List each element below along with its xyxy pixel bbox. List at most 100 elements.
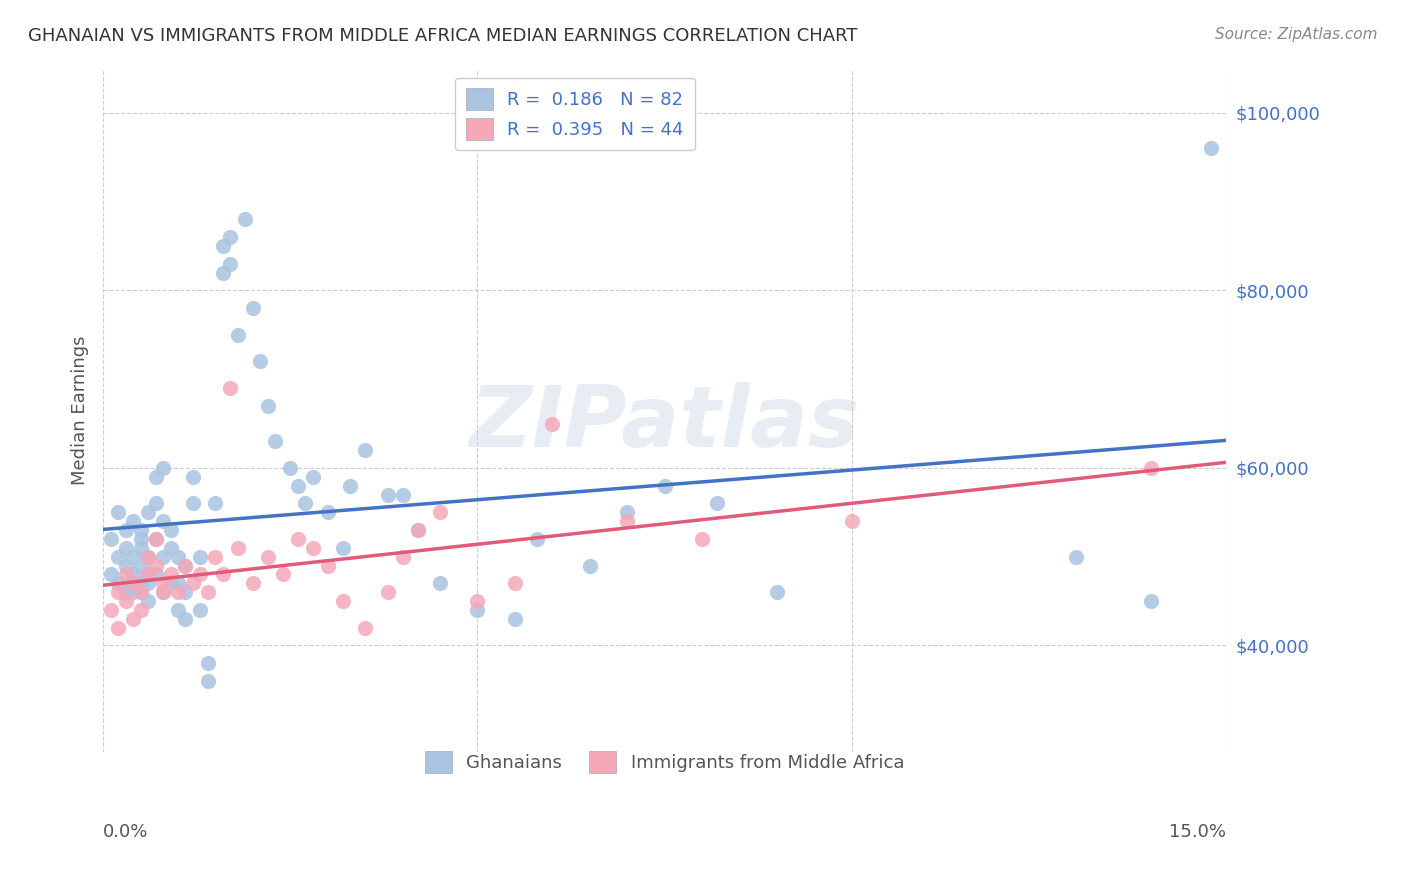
Point — [391, 487, 413, 501]
Point — [122, 567, 145, 582]
Point — [174, 558, 197, 573]
Point — [287, 532, 309, 546]
Point — [526, 532, 548, 546]
Point — [219, 381, 242, 395]
Point — [107, 585, 129, 599]
Legend: Ghanaians, Immigrants from Middle Africa: Ghanaians, Immigrants from Middle Africa — [413, 740, 915, 784]
Point — [332, 541, 354, 555]
Point — [167, 576, 190, 591]
Point — [197, 656, 219, 670]
Point — [654, 478, 676, 492]
Point — [204, 549, 226, 564]
Point — [377, 585, 399, 599]
Point — [181, 470, 204, 484]
Point — [152, 585, 174, 599]
Point — [122, 549, 145, 564]
Point — [136, 594, 159, 608]
Point — [578, 558, 600, 573]
Point — [316, 505, 339, 519]
Point — [145, 558, 167, 573]
Point — [129, 576, 152, 591]
Point — [467, 603, 489, 617]
Point — [159, 567, 181, 582]
Point — [136, 549, 159, 564]
Point — [339, 478, 361, 492]
Point — [152, 549, 174, 564]
Point — [100, 567, 122, 582]
Point — [212, 239, 235, 253]
Point — [100, 603, 122, 617]
Point — [152, 514, 174, 528]
Point — [212, 266, 235, 280]
Point — [204, 496, 226, 510]
Point — [136, 505, 159, 519]
Point — [503, 576, 526, 591]
Point — [278, 461, 301, 475]
Point — [114, 567, 136, 582]
Point — [114, 558, 136, 573]
Text: GHANAIAN VS IMMIGRANTS FROM MIDDLE AFRICA MEDIAN EARNINGS CORRELATION CHART: GHANAIAN VS IMMIGRANTS FROM MIDDLE AFRIC… — [28, 27, 858, 45]
Point — [616, 514, 638, 528]
Point — [287, 478, 309, 492]
Point — [107, 549, 129, 564]
Point — [406, 523, 429, 537]
Point — [114, 594, 136, 608]
Point — [181, 576, 204, 591]
Point — [107, 505, 129, 519]
Point — [122, 514, 145, 528]
Point — [226, 327, 249, 342]
Point — [152, 585, 174, 599]
Point — [271, 567, 294, 582]
Point — [114, 585, 136, 599]
Point — [136, 567, 159, 582]
Point — [429, 576, 451, 591]
Point — [129, 541, 152, 555]
Point — [377, 487, 399, 501]
Text: 0.0%: 0.0% — [103, 823, 149, 841]
Point — [294, 496, 316, 510]
Point — [219, 257, 242, 271]
Point — [219, 230, 242, 244]
Point — [197, 673, 219, 688]
Point — [129, 585, 152, 599]
Point — [174, 558, 197, 573]
Point — [145, 567, 167, 582]
Point — [174, 612, 197, 626]
Point — [190, 567, 212, 582]
Point — [129, 585, 152, 599]
Point — [1140, 461, 1163, 475]
Point — [1199, 141, 1222, 155]
Point — [429, 505, 451, 519]
Text: ZIPatlas: ZIPatlas — [470, 383, 859, 466]
Point — [167, 549, 190, 564]
Point — [190, 549, 212, 564]
Point — [159, 523, 181, 537]
Point — [181, 496, 204, 510]
Point — [541, 417, 564, 431]
Point — [264, 434, 287, 449]
Point — [406, 523, 429, 537]
Point — [107, 576, 129, 591]
Point — [136, 567, 159, 582]
Point — [301, 470, 323, 484]
Point — [159, 541, 181, 555]
Point — [145, 470, 167, 484]
Point — [226, 541, 249, 555]
Point — [256, 549, 278, 564]
Point — [122, 585, 145, 599]
Point — [616, 505, 638, 519]
Text: 15.0%: 15.0% — [1170, 823, 1226, 841]
Point — [167, 585, 190, 599]
Point — [316, 558, 339, 573]
Point — [1140, 594, 1163, 608]
Point — [242, 301, 264, 315]
Point — [467, 594, 489, 608]
Point — [122, 612, 145, 626]
Point — [152, 576, 174, 591]
Point — [301, 541, 323, 555]
Point — [167, 603, 190, 617]
Point — [197, 585, 219, 599]
Point — [129, 532, 152, 546]
Point — [114, 541, 136, 555]
Text: Source: ZipAtlas.com: Source: ZipAtlas.com — [1215, 27, 1378, 42]
